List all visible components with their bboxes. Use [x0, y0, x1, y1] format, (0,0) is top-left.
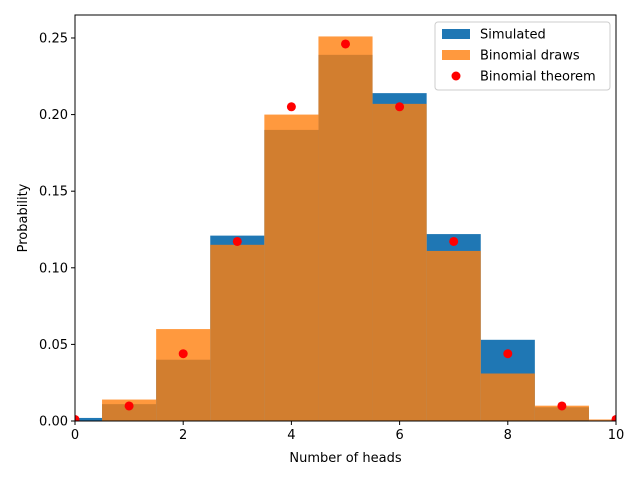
- legend-swatch-simulated: [442, 29, 470, 39]
- bar-binomial-draws-8: [480, 373, 535, 421]
- y-axis: 0.00 0.05 0.10 0.15 0.20 0.25: [39, 31, 75, 430]
- bar-binomial-draws-2: [156, 329, 211, 421]
- series-binomial-draws: [102, 36, 616, 421]
- legend-marker-binomial-theorem: [451, 71, 461, 81]
- legend-box: [434, 21, 611, 91]
- y-axis-label: Probability: [16, 183, 31, 252]
- point-binomial-theorem-2: [178, 349, 188, 359]
- plot-frame: [74, 14, 617, 422]
- point-binomial-theorem-3: [232, 236, 242, 246]
- legend-swatch-binomial-draws: [442, 50, 470, 60]
- y-tick-label: 0.15: [39, 185, 68, 200]
- legend: Simulated Binomial draws Binomial theorem: [434, 21, 611, 91]
- x-tick-label: 6: [395, 428, 403, 443]
- x-tick-label: 0: [71, 428, 79, 443]
- bar-binomial-draws-6: [372, 103, 427, 421]
- y-tick-label: 0.05: [39, 338, 68, 353]
- x-tick-label: 8: [504, 428, 512, 443]
- x-axis-label: Number of heads: [289, 451, 401, 466]
- x-axis: 0 2 4 6 8 10: [71, 421, 624, 443]
- bar-binomial-draws-10: [588, 419, 616, 421]
- legend-label-binomial-theorem: Binomial theorem: [480, 70, 596, 85]
- bar-simulated-0: [75, 417, 103, 421]
- bar-binomial-draws-7: [426, 250, 481, 421]
- bar-binomial-draws-9: [534, 405, 589, 421]
- y-tick-label: 0.00: [39, 415, 68, 430]
- bar-binomial-draws-5: [318, 36, 373, 421]
- series-binomial-theorem: [75, 39, 616, 421]
- y-tick-label: 0.20: [39, 108, 68, 123]
- x-tick-label: 4: [287, 428, 295, 443]
- point-binomial-theorem-0: [75, 414, 80, 421]
- point-binomial-theorem-4: [286, 102, 296, 112]
- point-binomial-theorem-8: [503, 349, 513, 359]
- point-binomial-theorem-1: [124, 401, 134, 411]
- y-tick-label: 0.25: [39, 31, 68, 46]
- point-binomial-theorem-5: [341, 39, 350, 49]
- y-tick-label: 0.10: [39, 261, 68, 276]
- x-tick-label: 2: [179, 428, 187, 443]
- point-binomial-theorem-10: [611, 414, 616, 421]
- bar-binomial-draws-3: [210, 244, 265, 421]
- point-binomial-theorem-6: [395, 102, 405, 112]
- point-binomial-theorem-7: [449, 236, 459, 246]
- legend-label-binomial-draws: Binomial draws: [480, 49, 580, 64]
- bar-binomial-draws-4: [264, 114, 319, 421]
- legend-label-simulated: Simulated: [480, 28, 546, 43]
- plot-area: [75, 36, 616, 421]
- point-binomial-theorem-9: [557, 401, 567, 411]
- x-tick-label: 10: [608, 428, 625, 443]
